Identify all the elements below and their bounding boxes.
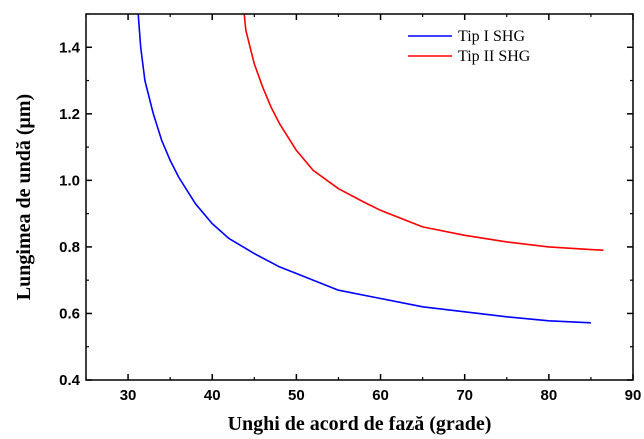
x-axis-title: Unghi de acord de fază (grade) xyxy=(228,413,492,435)
x-tick-label: 70 xyxy=(456,387,473,404)
y-tick-label: 0.8 xyxy=(59,239,80,256)
plot-area xyxy=(137,14,604,324)
x-tick-label: 30 xyxy=(120,387,137,404)
series-line-2 xyxy=(243,14,604,251)
series-line-1 xyxy=(137,14,591,324)
x-tick-label: 80 xyxy=(541,387,558,404)
x-tick-label: 90 xyxy=(625,387,642,404)
legend-label-2: Tip II SHG xyxy=(458,48,531,65)
y-axis-title: Lungimea de undă (μm) xyxy=(13,94,35,300)
legend-label-1: Tip I SHG xyxy=(458,28,525,45)
axes: 30 40 50 60 70 80 90 0.4 0.6 0.8 1.0 1.2 1.4 xyxy=(59,13,642,404)
x-tick-label: 60 xyxy=(372,387,389,404)
y-tick-label: 0.4 xyxy=(59,372,81,389)
x-tick-label: 40 xyxy=(204,387,221,404)
y-tick-label: 1.2 xyxy=(59,106,80,123)
x-tick-label: 50 xyxy=(288,387,305,404)
plot-frame xyxy=(85,13,634,381)
y-tick-label: 0.6 xyxy=(59,305,80,322)
legend: Tip I SHG Tip II SHG xyxy=(408,28,531,65)
y-tick-label: 1.0 xyxy=(59,172,80,189)
y-tick-label: 1.4 xyxy=(59,39,81,56)
